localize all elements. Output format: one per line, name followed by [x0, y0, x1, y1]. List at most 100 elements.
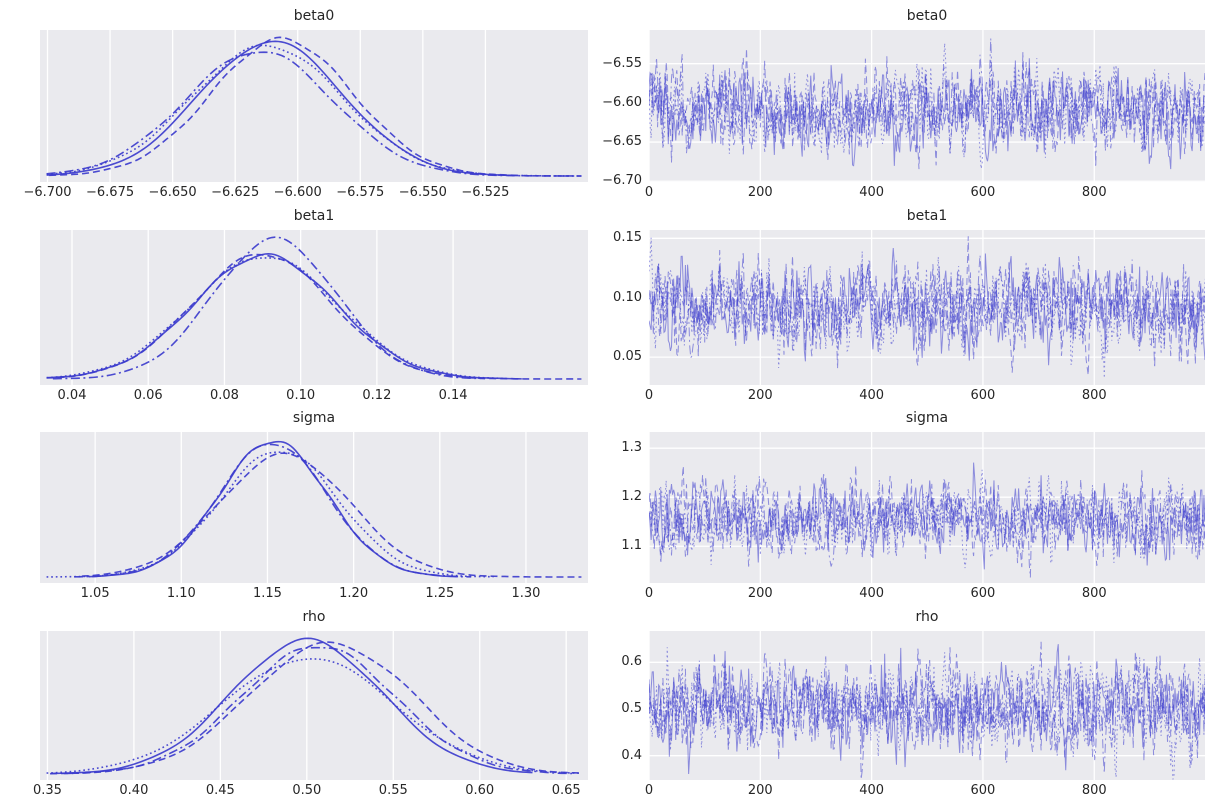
sigma-trace-chain-2-line: [649, 472, 1205, 578]
plot-area-sigma-trace: [649, 432, 1205, 583]
beta1-trace-canvas: [649, 230, 1205, 385]
subplot-sigma-trace: sigma 0 200 400 600 800 1.3 1.2 1.1: [621, 410, 1205, 601]
x-tick-label: −6.600: [273, 185, 322, 200]
beta1-kde-chain-0-line: [46, 252, 522, 380]
y-tick-label: 0.05: [613, 349, 642, 365]
x-tick-label: 0: [644, 185, 654, 200]
x-tick-label: 0.35: [32, 783, 62, 798]
beta0-kde-chain-3-line: [46, 44, 582, 177]
y-tick-label: 0.5: [621, 701, 642, 716]
subplot-beta1-trace: beta1 0 200 400 600 800 0.15 0.10 0.05: [613, 208, 1205, 403]
x-tick-label: 1.10: [166, 586, 196, 601]
sigma-kde-chain-2-line: [74, 443, 472, 578]
plot-area-beta1-kde: [40, 230, 588, 385]
subplot-title: rho: [302, 609, 326, 625]
y-tick-label: 1.3: [621, 440, 642, 456]
rho-trace-chain-1-line: [649, 647, 1205, 761]
rho-kde-chain-1-line: [50, 641, 582, 775]
x-tick-label: 400: [859, 185, 885, 200]
x-tick-label: 800: [1081, 586, 1107, 601]
x-tick-label: 600: [970, 586, 996, 601]
x-tick-label: 600: [970, 185, 996, 200]
subplot-beta1-kde: beta1 0.04 0.06 0.08 0.10 0.12 0.14: [40, 208, 588, 403]
x-tick-label: 0.04: [57, 388, 87, 403]
y-tick-label: 0.15: [613, 230, 642, 246]
sigma-trace-chain-3-line: [649, 469, 1205, 569]
beta1-trace-chain-0-line: [649, 248, 1205, 366]
rho-trace-chain-0-line: [649, 644, 1205, 774]
y-tick-label: −6.65: [602, 134, 642, 150]
rho-kde-chain-0-line: [51, 637, 533, 775]
plot-area-beta0-kde: [40, 30, 588, 182]
x-tick-label: 0.50: [292, 783, 322, 798]
subplot-rho-trace: rho 0 200 400 600 800 0.6 0.5 0.4: [621, 609, 1205, 798]
rho-kde-chain-2-line: [64, 646, 573, 775]
beta0-kde-chain-1-line: [49, 36, 582, 177]
rho-kde-canvas: [46, 631, 582, 780]
x-tick-label: 0.06: [133, 388, 163, 403]
x-tick-label: 1.25: [425, 586, 455, 601]
sigma-trace-chain-0-line: [649, 462, 1205, 570]
beta1-trace-chain-3-line: [649, 237, 1205, 379]
x-tick-label: 200: [747, 586, 773, 601]
x-tick-label: 0.60: [465, 783, 495, 798]
beta1-kde-chain-1-line: [46, 253, 582, 380]
plot-area-beta1-trace: [649, 230, 1205, 385]
x-tick-label: 400: [859, 586, 885, 601]
beta0-kde-chain-2-line: [46, 51, 582, 177]
x-tick-label: 0: [644, 388, 654, 403]
x-tick-label: −6.625: [211, 185, 260, 200]
y-tick-label: 0.10: [613, 289, 642, 305]
x-tick-label: 1.30: [511, 586, 541, 601]
y-tick-label: 0.6: [621, 654, 642, 670]
subplot-title: rho: [915, 609, 939, 625]
plot-area-sigma-kde: [40, 432, 588, 583]
y-tick-label: 0.4: [621, 747, 642, 763]
subplot-title: beta0: [293, 8, 335, 24]
x-tick-label: 200: [747, 783, 773, 798]
beta1-trace-chain-1-line: [649, 236, 1205, 376]
sigma-kde-chain-3-line: [46, 451, 494, 578]
x-tick-label: 200: [747, 388, 773, 403]
subplot-title: sigma: [292, 410, 336, 426]
x-tick-label: 0.40: [119, 783, 149, 798]
plot-area-rho-kde: [40, 631, 588, 780]
sigma-kde-chain-1-line: [81, 452, 582, 578]
subplot-title: sigma: [905, 410, 949, 426]
x-tick-label: −6.525: [461, 185, 510, 200]
x-tick-label: 0: [644, 586, 654, 601]
subplot-title: beta1: [293, 208, 335, 224]
x-tick-label: −6.550: [398, 185, 447, 200]
subplot-title: beta1: [906, 208, 948, 224]
plot-area-rho-trace: [649, 631, 1205, 780]
x-tick-label: 800: [1081, 388, 1107, 403]
x-tick-label: 1.05: [80, 586, 110, 601]
beta1-kde-chain-3-line: [46, 257, 507, 380]
beta0-kde-chain-0-line: [46, 40, 517, 177]
x-tick-label: 400: [859, 783, 885, 798]
y-tick-label: −6.55: [602, 55, 642, 71]
x-tick-label: 200: [747, 185, 773, 200]
x-tick-label: −6.700: [23, 185, 72, 200]
x-tick-label: −6.650: [148, 185, 197, 200]
x-tick-label: 0.14: [438, 388, 468, 403]
sigma-trace-canvas: [649, 432, 1205, 583]
rho-trace-chain-2-line: [649, 641, 1205, 780]
x-tick-label: 0.08: [209, 388, 239, 403]
x-tick-label: 600: [970, 388, 996, 403]
x-tick-label: 0.10: [286, 388, 316, 403]
subplot-beta0-kde: beta0 −6.700 −6.675 −6.650 −6.625 −6.600 −6.5…: [23, 8, 588, 200]
x-tick-label: −6.675: [86, 185, 135, 200]
subplot-beta0-trace: beta0 0 200 400 600 800 −6.55 −6.60 −6.65 −6.70: [602, 8, 1205, 200]
beta1-kde-chain-2-line: [52, 236, 486, 380]
x-tick-label: −6.575: [336, 185, 385, 200]
y-tick-label: 1.1: [621, 538, 642, 554]
beta0-trace-chain-2-line: [649, 38, 1205, 168]
rho-kde-chain-3-line: [46, 658, 582, 775]
x-tick-label: 1.20: [339, 586, 369, 601]
y-tick-label: −6.60: [602, 94, 642, 110]
x-tick-label: 800: [1081, 185, 1107, 200]
beta1-kde-canvas: [46, 230, 582, 385]
sigma-kde-chain-0-line: [88, 440, 459, 578]
